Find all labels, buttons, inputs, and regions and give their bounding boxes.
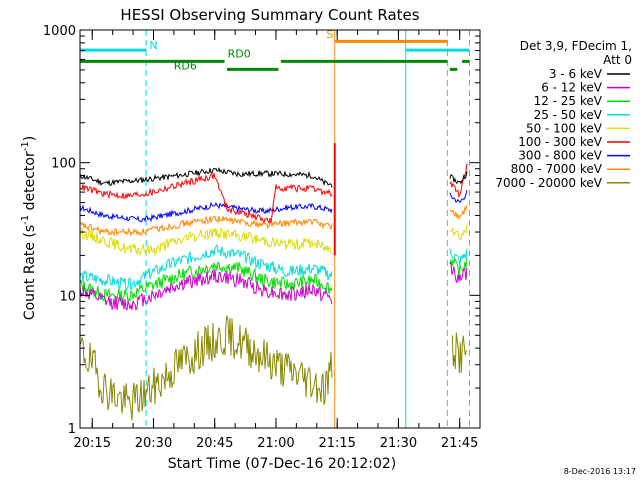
legend-label: 6 - 12 keV (541, 81, 603, 95)
legend-label: 3 - 6 keV (549, 67, 603, 81)
series-50-100-kev-line (79, 227, 333, 257)
chart-title: HESSI Observing Summary Count Rates (120, 6, 419, 24)
series-800-7000-kev-line (79, 215, 333, 237)
y-tick-label: 1 (68, 422, 76, 437)
annotation-s: S (326, 28, 333, 41)
x-tick-label: 21:45 (441, 436, 478, 451)
annotation-rd0: RD0 (228, 48, 251, 61)
y-label-exp1: -1 (20, 215, 31, 225)
y-tick-label: 100 (51, 157, 76, 172)
y-tick-label: 1000 (43, 24, 76, 39)
series-3-6-kev-line (79, 166, 333, 188)
legend-label: 25 - 50 keV (534, 108, 603, 122)
series-25-50-kev-line-late (449, 248, 468, 267)
legend-label: 7000 - 20000 keV (495, 176, 602, 190)
x-tick-label: 20:15 (74, 436, 111, 451)
series-300-800-kev-line (79, 201, 333, 223)
y-label-mid: detector (22, 151, 38, 215)
axis-ticks: 20:15 20:30 20:45 21:00 21:15 21:30 21:45 1 10 10… (43, 24, 480, 451)
y-label-main: Count Rate (s (22, 225, 38, 320)
legend-label: 12 - 25 keV (534, 94, 603, 108)
legend-label: 300 - 800 keV (518, 149, 602, 163)
legend-label: 100 - 300 keV (518, 135, 602, 149)
x-axis-label: Start Time (07-Dec-16 20:12:02) (168, 456, 396, 472)
plot-area: N S RD0 RD6 (79, 28, 470, 428)
series-6-12-kev-line-late (449, 262, 468, 283)
series-300-800-kev-line-late (449, 190, 468, 204)
series-100-300-kev-line (79, 172, 333, 224)
legend-label: 800 - 7000 keV (511, 162, 603, 176)
series-100-300-kev-line-late (449, 163, 468, 199)
legend-header-1: Det 3,9, FDecim 1, (520, 39, 632, 53)
y-axis-label: Count Rate (s-1 detector-1) (20, 136, 38, 320)
series-800-7000-kev-line-late (449, 204, 468, 220)
series-7000-20000-kev-line (79, 315, 333, 421)
series-12-25-kev-line (79, 260, 333, 303)
y-label-end: ) (22, 136, 38, 141)
legend-label: 50 - 100 keV (526, 121, 603, 135)
annotation-n: N (149, 39, 157, 52)
annotation-rd6: RD6 (174, 59, 197, 72)
series-25-50-kev-line (79, 243, 333, 293)
y-label-exp2: -1 (20, 141, 31, 151)
series-7000-20000-kev-line-late (451, 332, 467, 374)
series-50-100-kev-line-late (449, 224, 468, 242)
x-tick-label: 21:00 (257, 436, 294, 451)
x-tick-label: 20:30 (135, 436, 172, 451)
x-tick-label: 21:30 (380, 436, 417, 451)
x-tick-label: 20:45 (196, 436, 233, 451)
plot-frame (79, 29, 481, 429)
series-3-6-kev-line-late (449, 171, 468, 185)
legend-header-2: Att 0 (603, 53, 632, 67)
y-tick-label: 10 (59, 289, 76, 304)
x-tick-label: 21:15 (318, 436, 355, 451)
footer-date: 8-Dec-2016 13:17 (564, 467, 636, 476)
series-6-12-kev-line (79, 268, 333, 311)
